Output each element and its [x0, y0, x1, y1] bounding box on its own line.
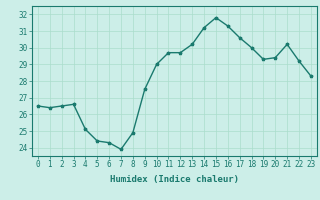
X-axis label: Humidex (Indice chaleur): Humidex (Indice chaleur) [110, 175, 239, 184]
